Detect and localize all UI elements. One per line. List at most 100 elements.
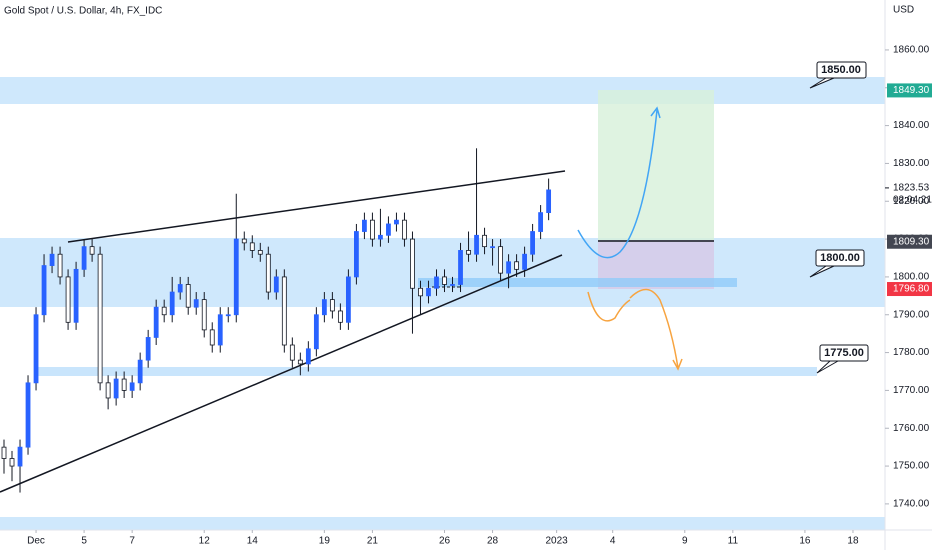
- callout-pointer: [809, 77, 835, 89]
- candle-body: [249, 242, 255, 251]
- x-tick-label: 19: [319, 536, 331, 547]
- x-tick-label: 26: [439, 536, 451, 547]
- candle-body: [33, 314, 39, 384]
- zone: [0, 77, 885, 104]
- candle-body: [217, 314, 223, 346]
- candle-body: [177, 284, 183, 293]
- candle-body: [169, 291, 175, 316]
- y-tick-label: 1800.00: [893, 272, 930, 283]
- price-label: 1809.30: [893, 236, 930, 247]
- y-tick-label: 1830.00: [893, 158, 930, 169]
- candle-body: [530, 231, 536, 255]
- arrow-head: [650, 106, 661, 119]
- callout-box: [819, 344, 869, 362]
- x-tick-label: 4: [610, 536, 616, 547]
- price-label-box: [887, 282, 932, 297]
- candle-body: [522, 253, 527, 270]
- candle-body: [506, 261, 511, 274]
- candle-body: [105, 382, 111, 399]
- candle-body: [418, 287, 423, 297]
- price-label: 1823.53: [893, 183, 930, 194]
- candle-body: [241, 238, 247, 244]
- callout-label: 1850.00: [821, 64, 861, 76]
- candle-body: [81, 246, 87, 270]
- candle-body: [474, 234, 479, 255]
- y-tick-label: 1770.00: [893, 385, 930, 396]
- callout-label: 1800.00: [820, 252, 860, 264]
- candle-body: [466, 250, 471, 255]
- y-tick-label: 1780.00: [893, 347, 930, 358]
- axis-unit: USD: [893, 5, 914, 16]
- y-tick-label: 1750.00: [893, 461, 930, 472]
- x-tick-label: 18: [847, 536, 859, 547]
- x-tick-label: 11: [728, 536, 739, 547]
- callouts: 1850.00 1800.00 1775.00: [809, 61, 869, 374]
- candle-body: [1, 446, 7, 459]
- callout-label: 1775.00: [824, 347, 864, 359]
- arrow: [577, 109, 658, 259]
- candle-body: [434, 276, 439, 289]
- candle-body: [201, 299, 207, 331]
- candle-body: [225, 314, 231, 317]
- x-tick-label: 16: [799, 536, 811, 547]
- x-tick-label: 2023: [546, 536, 569, 547]
- candle-body: [113, 378, 119, 399]
- callout-pointer: [809, 265, 835, 278]
- x-tick-label: 7: [129, 536, 135, 547]
- candle-body: [297, 359, 303, 365]
- x-tick-label: 14: [247, 536, 259, 547]
- candle-body: [514, 261, 519, 270]
- zone: [0, 238, 885, 307]
- candle-body: [450, 284, 455, 286]
- trendline: [0, 254, 563, 493]
- candle-body: [9, 458, 15, 467]
- candle-body: [233, 238, 239, 316]
- candle-body: [313, 314, 319, 350]
- candle-body: [57, 253, 63, 278]
- candle-body: [65, 276, 71, 323]
- y-tick-label: 1790.00: [893, 309, 930, 320]
- candle-body: [153, 306, 159, 338]
- candle-body: [321, 299, 327, 316]
- x-tick-label: Dec: [27, 536, 45, 547]
- candle-body: [370, 219, 375, 240]
- price-label-box: [887, 234, 932, 249]
- candle-body: [145, 337, 151, 361]
- price-label: 1796.80: [893, 284, 930, 295]
- candle-body: [209, 329, 215, 346]
- y-tick-label: 1840.00: [893, 120, 930, 131]
- chart-title: Gold Spot / U.S. Dollar, 4h, FX_IDC: [4, 6, 162, 17]
- countdown: 02:04:21: [893, 195, 932, 206]
- x-tick-label: 28: [487, 536, 499, 547]
- arrow: [587, 291, 631, 322]
- candle-body: [273, 276, 279, 293]
- zone: [418, 278, 737, 287]
- candle-body: [442, 276, 447, 285]
- zone: [35, 367, 817, 376]
- candle-body: [337, 310, 343, 323]
- candle-body: [89, 246, 95, 255]
- candle-body: [49, 253, 55, 266]
- candle-body: [394, 219, 399, 225]
- candle-body: [41, 265, 47, 316]
- arrow-head: [672, 358, 683, 371]
- candle-body: [354, 231, 359, 278]
- candle-body: [137, 359, 143, 384]
- candles: [1, 148, 552, 493]
- candle-body: [25, 382, 31, 448]
- candle-body: [281, 276, 287, 346]
- y-tick-label: 1760.00: [893, 423, 930, 434]
- candle-body: [546, 189, 552, 214]
- candle-body: [193, 299, 199, 308]
- candle-body: [129, 382, 135, 391]
- candle-body: [305, 348, 311, 365]
- candle-body: [490, 246, 495, 249]
- candle-body: [17, 446, 23, 467]
- candle-body: [121, 378, 127, 391]
- candle-body: [362, 219, 367, 232]
- candle-body: [498, 246, 503, 274]
- candle-body: [426, 287, 431, 297]
- candle-body: [97, 253, 103, 384]
- candle-body: [257, 250, 263, 255]
